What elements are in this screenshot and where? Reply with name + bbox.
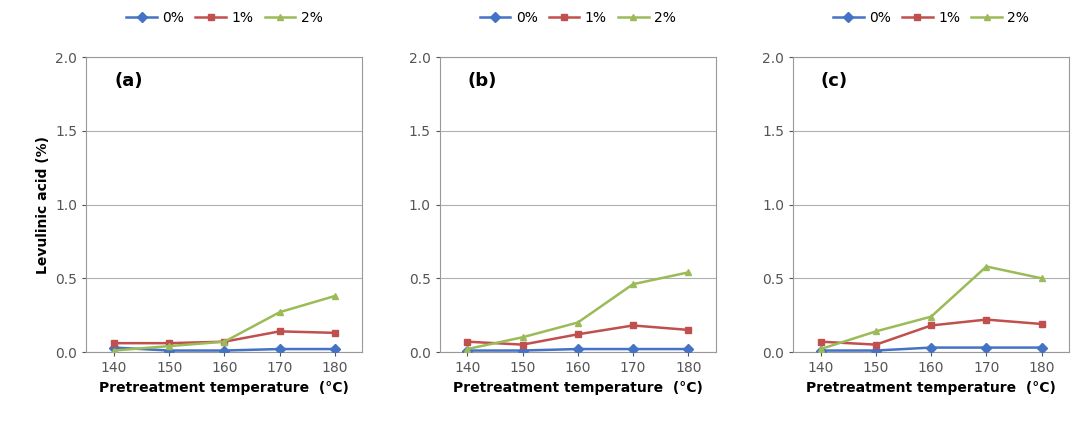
2% (681, 270, 694, 275)
1% (869, 342, 882, 347)
Y-axis label: Levulinic acid (%): Levulinic acid (%) (36, 136, 50, 274)
Legend: 0%, 1%, 2%: 0%, 1%, 2% (121, 5, 328, 30)
2% (163, 344, 176, 349)
2% (571, 320, 584, 325)
1% (980, 317, 993, 322)
0% (681, 346, 694, 352)
2% (516, 334, 529, 340)
2% (814, 346, 827, 352)
Line: 0%: 0% (818, 344, 1045, 354)
Line: 1%: 1% (818, 316, 1045, 348)
1% (328, 330, 341, 335)
Line: 1%: 1% (110, 328, 338, 347)
1% (108, 341, 121, 346)
0% (814, 348, 827, 353)
1% (461, 339, 474, 345)
0% (516, 348, 529, 353)
2% (980, 264, 993, 269)
0% (218, 348, 231, 353)
Line: 2%: 2% (110, 293, 338, 354)
0% (869, 348, 882, 353)
1% (814, 339, 827, 345)
Text: (a): (a) (114, 72, 143, 90)
2% (273, 310, 286, 315)
Line: 0%: 0% (464, 345, 691, 354)
X-axis label: Pretreatment temperature  (°C): Pretreatment temperature (°C) (99, 381, 349, 395)
1% (163, 341, 176, 346)
Line: 2%: 2% (464, 269, 691, 352)
0% (273, 346, 286, 352)
1% (924, 323, 937, 328)
X-axis label: Pretreatment temperature  (°C): Pretreatment temperature (°C) (453, 381, 703, 395)
2% (218, 339, 231, 345)
1% (273, 329, 286, 334)
Line: 0%: 0% (110, 344, 338, 354)
1% (681, 327, 694, 333)
1% (571, 332, 584, 337)
0% (924, 345, 937, 350)
0% (163, 348, 176, 353)
2% (869, 329, 882, 334)
0% (980, 345, 993, 350)
2% (108, 348, 121, 353)
X-axis label: Pretreatment temperature  (°C): Pretreatment temperature (°C) (807, 381, 1056, 395)
2% (1035, 275, 1048, 281)
0% (1035, 345, 1048, 350)
1% (626, 323, 639, 328)
0% (626, 346, 639, 352)
Legend: 0%, 1%, 2%: 0%, 1%, 2% (474, 5, 681, 30)
0% (108, 345, 121, 350)
2% (924, 314, 937, 319)
0% (571, 346, 584, 352)
1% (516, 342, 529, 347)
Line: 2%: 2% (818, 263, 1045, 352)
0% (461, 348, 474, 353)
Text: (c): (c) (821, 72, 848, 90)
2% (328, 293, 341, 299)
1% (1035, 321, 1048, 326)
Text: (b): (b) (468, 72, 497, 90)
Legend: 0%, 1%, 2%: 0%, 1%, 2% (827, 5, 1035, 30)
Line: 1%: 1% (464, 322, 691, 348)
2% (626, 282, 639, 287)
1% (218, 339, 231, 345)
2% (461, 346, 474, 352)
0% (328, 346, 341, 352)
